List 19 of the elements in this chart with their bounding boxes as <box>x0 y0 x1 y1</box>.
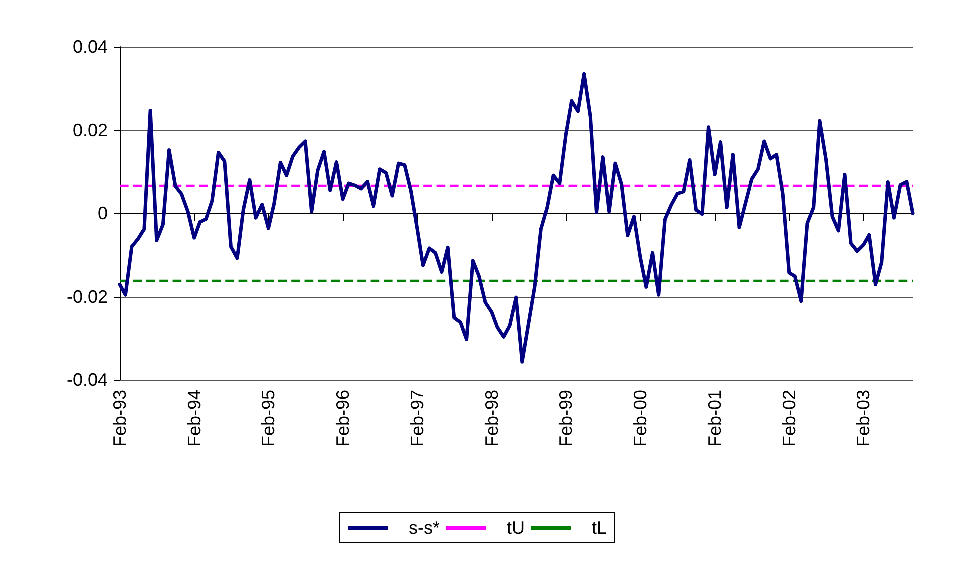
x-tick-label: Feb-00 <box>630 390 651 448</box>
x-tick-label: Feb-98 <box>482 390 502 448</box>
y-tick-label: 0 <box>98 204 108 224</box>
x-tick-label: Feb-96 <box>332 390 353 448</box>
x-tick-label: Feb-94 <box>184 390 204 448</box>
x-tick-label: Feb-99 <box>556 390 576 448</box>
x-tick-label: Feb-01 <box>705 390 726 448</box>
y-tick-label: 0.04 <box>72 37 108 57</box>
x-tick-label: Feb-93 <box>110 390 130 448</box>
x-tick-label: Feb-95 <box>258 390 279 448</box>
y-tick-label: -0.04 <box>66 370 108 390</box>
x-tick-label: Feb-97 <box>408 390 428 448</box>
x-tick-label: Feb-02 <box>779 390 800 448</box>
x-tick-label: Feb-03 <box>854 390 874 448</box>
legend-label: s-s* <box>408 518 440 538</box>
y-tick-label: -0.02 <box>66 286 108 307</box>
legend-label: tL <box>592 518 608 538</box>
legend-label: tU <box>506 518 525 538</box>
y-tick-label: 0.02 <box>72 120 108 140</box>
